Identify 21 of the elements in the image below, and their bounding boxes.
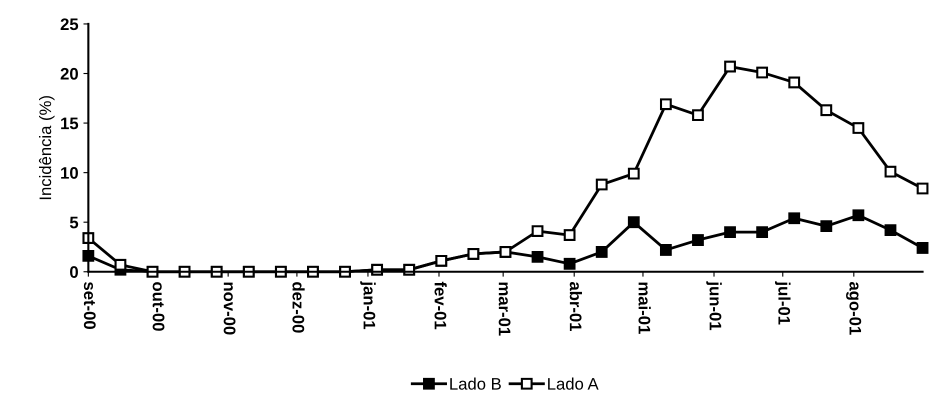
- legend-label: Lado A: [548, 378, 599, 390]
- y-tick-label: 20: [60, 68, 78, 80]
- x-tick-label: mai-01: [638, 282, 651, 334]
- x-tick-label: fev-01: [434, 282, 447, 330]
- legend-label: Lado B: [450, 378, 501, 390]
- x-tick-label: set-00: [84, 282, 96, 329]
- x-tick-label: ago-01: [846, 282, 862, 335]
- x-tick-label: mar-01: [498, 282, 510, 336]
- x-tick-label: abr-01: [570, 282, 582, 332]
- x-tick-label: jan-01: [360, 281, 376, 330]
- x-tick-label: out-00: [152, 282, 164, 331]
- y-tick-label: 0: [70, 266, 78, 278]
- y-tick-label: 10: [61, 167, 78, 179]
- x-tick-label: jul-01: [774, 281, 791, 325]
- x-tick-label: nov-00: [224, 282, 236, 335]
- x-tick-label: jun-01: [706, 281, 722, 330]
- y-axis-title: Incidência (%): [38, 96, 55, 200]
- y-tick-label: 5: [70, 216, 78, 228]
- x-tick-label: dez-00: [292, 282, 305, 333]
- y-tick-label: 15: [61, 118, 78, 130]
- y-tick-label: 25: [60, 18, 78, 30]
